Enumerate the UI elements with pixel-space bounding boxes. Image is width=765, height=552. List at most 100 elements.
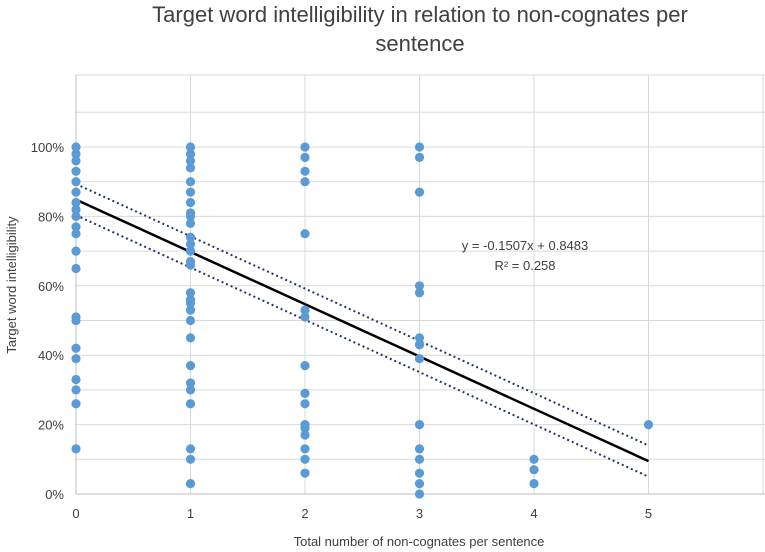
x-tick-label: 3: [416, 506, 423, 521]
data-point: [300, 361, 310, 371]
data-point: [71, 399, 81, 409]
y-tick-label: 0%: [45, 487, 64, 502]
chart-title-line-2: sentence: [375, 31, 464, 56]
data-point: [414, 354, 425, 364]
data-point: [414, 478, 425, 489]
data-point: [300, 152, 310, 163]
data-point: [300, 229, 310, 239]
data-point: [414, 340, 425, 350]
x-tick-label: 0: [72, 506, 79, 521]
data-point: [71, 142, 81, 152]
data-point: [414, 454, 425, 464]
data-point: [71, 444, 81, 454]
tick-labels: 0 1 2 3 4 5 0% 20% 40% 60% 80% 100%: [31, 140, 652, 521]
data-point: [71, 197, 81, 208]
data-point: [71, 166, 81, 176]
data-point: [414, 444, 425, 454]
data-points: [71, 142, 654, 499]
data-point: [185, 163, 196, 173]
y-tick-label: 20%: [38, 418, 64, 433]
data-point: [300, 388, 310, 398]
data-point: [185, 187, 196, 197]
data-point: [185, 361, 196, 371]
data-point: [185, 315, 196, 326]
regression-equation: y = -0.1507x + 0.8483: [462, 238, 588, 253]
data-point: [643, 420, 654, 430]
data-point: [185, 444, 196, 454]
data-point: [71, 149, 81, 159]
data-point: [529, 478, 539, 489]
data-point: [185, 260, 196, 270]
data-point: [414, 468, 425, 478]
data-point: [185, 333, 196, 343]
data-point: [300, 166, 310, 176]
data-point: [414, 152, 425, 163]
data-point: [300, 430, 310, 440]
data-point: [71, 222, 81, 232]
data-point: [185, 218, 196, 228]
data-point: [71, 315, 81, 326]
data-point: [185, 197, 196, 208]
trendline-group: [75, 183, 650, 478]
y-axis-title: Target word intelligibility: [4, 216, 19, 354]
data-point: [71, 263, 81, 274]
data-point: [185, 385, 196, 395]
data-point: [71, 354, 81, 364]
data-point: [185, 305, 196, 315]
data-point: [71, 343, 81, 353]
data-point: [185, 246, 196, 256]
data-point: [185, 177, 196, 187]
upper-confidence-band: [75, 183, 649, 447]
y-tick-label: 40%: [38, 348, 64, 363]
data-point: [414, 142, 425, 152]
x-tick-label: 5: [645, 506, 652, 521]
data-point: [300, 454, 310, 464]
data-point: [185, 156, 196, 166]
x-tick-label: 4: [530, 506, 537, 521]
data-point: [71, 374, 81, 385]
data-point: [414, 420, 425, 430]
data-point: [529, 454, 539, 464]
data-point: [185, 232, 196, 242]
data-point: [300, 177, 310, 187]
data-point: [300, 305, 310, 315]
data-point: [185, 239, 196, 249]
data-point: [185, 454, 196, 464]
data-point: [300, 423, 310, 433]
data-point: [71, 246, 81, 256]
data-point: [185, 399, 196, 409]
data-point: [71, 156, 81, 166]
lower-confidence-band: [75, 214, 649, 478]
data-point: [185, 378, 196, 388]
x-tick-label: 1: [187, 506, 194, 521]
data-point: [414, 281, 425, 291]
y-tick-label: 100%: [31, 140, 65, 155]
data-point: [71, 177, 81, 187]
data-point: [414, 288, 425, 298]
data-point: [414, 489, 425, 499]
data-point: [185, 478, 196, 489]
regression-r2: R² = 0.258: [494, 258, 555, 273]
x-tick-label: 2: [301, 506, 308, 521]
data-point: [300, 399, 310, 409]
data-point: [71, 229, 81, 239]
data-point: [300, 142, 310, 152]
data-point: [414, 333, 425, 343]
chart-title-line-1: Target word intelligibility in relation …: [152, 2, 688, 27]
data-point: [529, 465, 539, 475]
data-point: [71, 211, 81, 221]
y-tick-label: 80%: [38, 209, 64, 224]
data-point: [71, 204, 81, 215]
data-point: [185, 149, 196, 159]
data-point: [185, 298, 196, 308]
data-point: [300, 312, 310, 322]
data-point: [185, 142, 196, 152]
regression-line: [75, 198, 650, 463]
data-point: [300, 468, 310, 478]
data-point: [185, 288, 196, 298]
x-axis-title: Total number of non-cognates per sentenc…: [294, 534, 545, 549]
data-point: [414, 187, 425, 197]
data-point: [185, 211, 196, 221]
